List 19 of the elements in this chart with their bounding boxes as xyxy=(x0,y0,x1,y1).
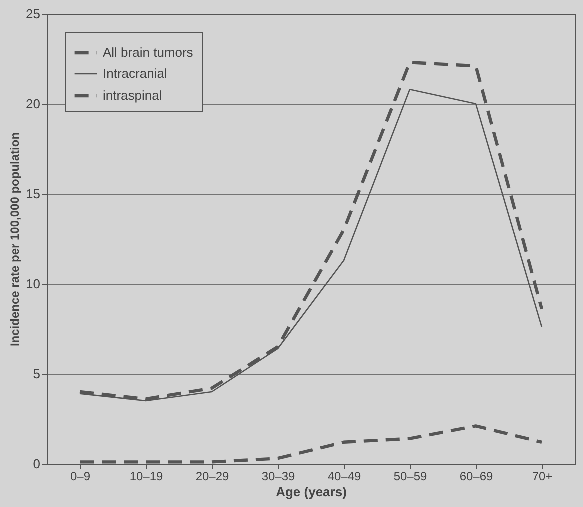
y-tick-label: 15 xyxy=(26,186,40,202)
x-tick-label: 40–49 xyxy=(328,470,362,484)
x-tick-label: 30–39 xyxy=(262,470,296,484)
y-tick-label: 0 xyxy=(33,456,40,472)
x-tick-label: 0–9 xyxy=(70,470,91,484)
x-tick-label: 10–19 xyxy=(130,470,164,484)
legend-label: intraspinal xyxy=(103,88,162,103)
y-tick-label: 20 xyxy=(26,96,40,112)
x-tick-label: 70+ xyxy=(532,470,553,484)
y-tick-label: 25 xyxy=(26,6,40,22)
x-tick-label: 60–69 xyxy=(460,470,494,484)
legend-label: Intracranial xyxy=(103,66,168,81)
y-tick-label: 10 xyxy=(26,276,40,292)
y-axis-title: Incidence rate per 100,000 population xyxy=(8,132,22,347)
x-tick-label: 50–59 xyxy=(394,470,428,484)
y-tick-label: 5 xyxy=(33,366,40,382)
x-axis-title: Age (years) xyxy=(276,484,347,500)
legend-label: All brain tumors xyxy=(103,45,194,60)
x-tick-label: 20–29 xyxy=(196,470,230,484)
